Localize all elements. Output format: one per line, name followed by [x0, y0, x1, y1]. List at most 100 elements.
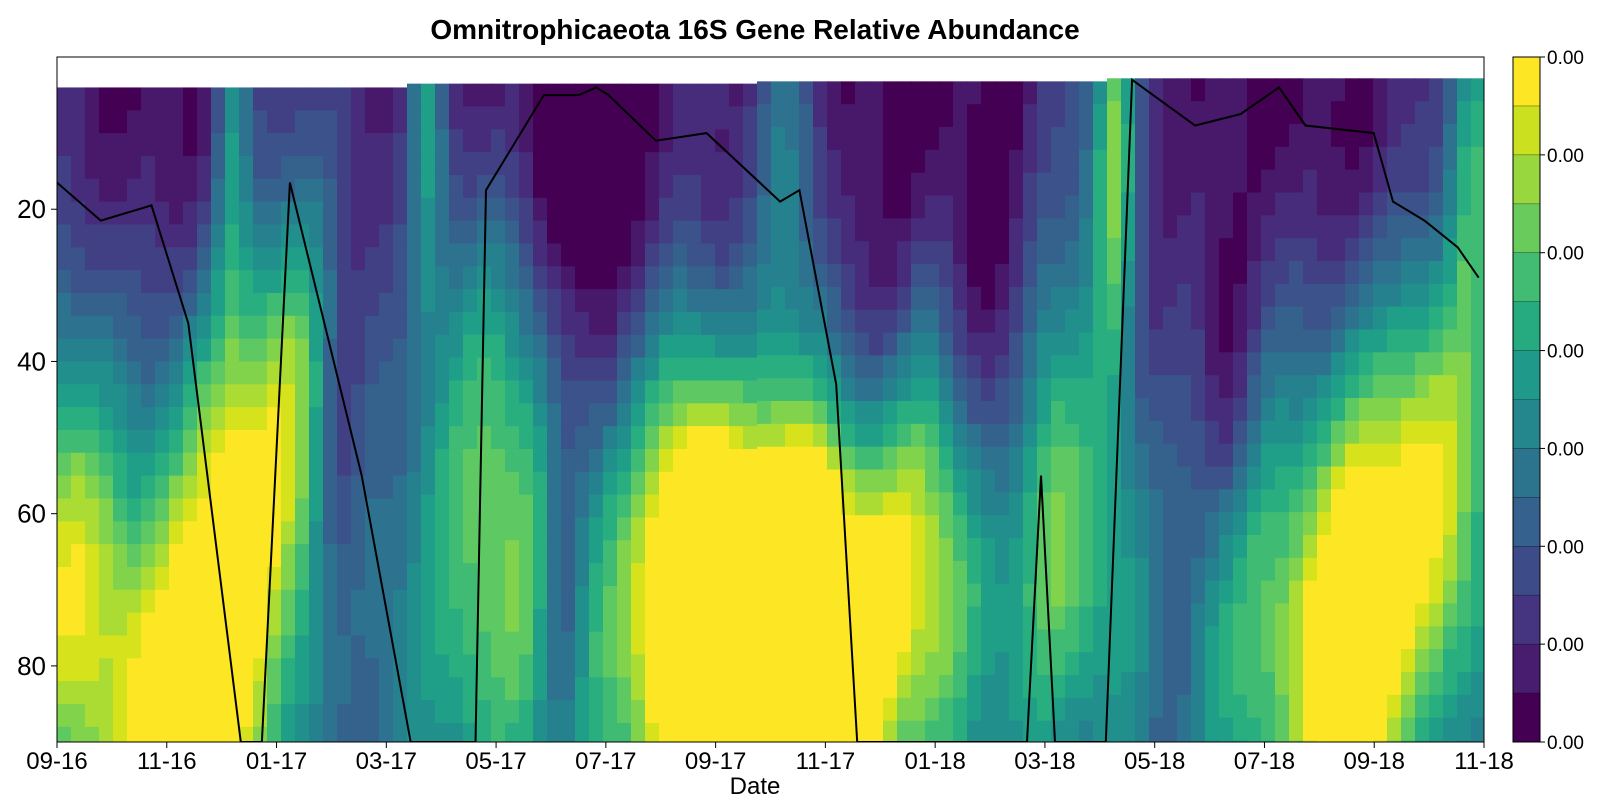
heatmap-cell	[1275, 238, 1290, 262]
heatmap-cell	[281, 247, 296, 271]
heatmap-cell	[827, 172, 842, 197]
heatmap-cell	[561, 608, 576, 633]
heatmap-cell	[197, 201, 212, 226]
heatmap-cell	[421, 357, 436, 382]
heatmap-cell	[71, 544, 86, 568]
heatmap-cell	[295, 87, 310, 111]
heatmap-cell	[911, 172, 926, 197]
heatmap-cell	[981, 149, 996, 174]
heatmap-cell	[211, 658, 226, 682]
heatmap-cell	[85, 498, 100, 522]
heatmap-cell	[1135, 580, 1150, 605]
heatmap-cell	[799, 104, 814, 128]
heatmap-cell	[925, 469, 940, 493]
heatmap-cell	[757, 697, 772, 722]
heatmap-cell	[771, 127, 786, 151]
heatmap-cell	[1359, 649, 1374, 673]
heatmap-cell	[71, 224, 86, 248]
heatmap-cell	[785, 195, 800, 219]
heatmap-field	[57, 57, 1484, 742]
colorbar-band	[1513, 203, 1540, 254]
heatmap-cell	[351, 612, 366, 637]
heatmap-cell	[701, 289, 716, 313]
heatmap-cell	[1443, 329, 1458, 353]
heatmap-cell	[1387, 192, 1402, 216]
heatmap-cell	[645, 448, 660, 473]
heatmap-cell	[85, 338, 100, 363]
heatmap-cell	[743, 700, 758, 724]
heatmap-cell	[323, 292, 338, 317]
heatmap-cell	[687, 311, 702, 336]
heatmap-cell	[1093, 149, 1108, 174]
heatmap-cell	[533, 311, 548, 336]
heatmap-cell	[1009, 423, 1024, 448]
heatmap-cell	[1121, 557, 1136, 582]
heatmap-cell	[1247, 489, 1262, 513]
heatmap-cell	[589, 540, 604, 564]
heatmap-cell	[1261, 420, 1276, 445]
colorbar-tick-label: 0.00	[1547, 342, 1584, 363]
heatmap-cell	[1247, 443, 1262, 468]
heatmap-cell	[351, 635, 366, 659]
heatmap-cell	[127, 292, 142, 317]
heatmap-cell	[1289, 740, 1304, 742]
heatmap-cell	[799, 127, 814, 151]
heatmap-cell	[1219, 694, 1234, 719]
heatmap-cell	[1359, 146, 1374, 171]
heatmap-cell	[687, 471, 702, 496]
plot-area	[56, 56, 1485, 743]
heatmap-cell	[309, 544, 324, 568]
heatmap-cell	[323, 87, 338, 111]
heatmap-cell	[617, 403, 632, 427]
heatmap-cell	[855, 378, 870, 402]
heatmap-cell	[99, 110, 114, 134]
heatmap-cell	[547, 517, 562, 541]
heatmap-cell	[1275, 466, 1290, 490]
heatmap-cell	[617, 311, 632, 336]
heatmap-cell	[491, 357, 506, 382]
heatmap-cell	[183, 521, 198, 545]
heatmap-cell	[1261, 626, 1276, 650]
heatmap-cell	[547, 722, 562, 742]
heatmap-cell	[1261, 260, 1276, 285]
heatmap-cell	[645, 403, 660, 427]
heatmap-cell	[673, 426, 688, 450]
heatmap-cell	[603, 197, 618, 222]
heatmap-cell	[519, 448, 534, 473]
heatmap-cell	[575, 677, 590, 701]
heatmap-cell	[295, 292, 310, 317]
heatmap-cell	[1051, 172, 1066, 197]
heatmap-cell	[449, 700, 464, 724]
heatmap-cell	[617, 83, 632, 108]
heatmap-cell	[337, 681, 352, 705]
heatmap-cell	[225, 498, 240, 522]
heatmap-cell	[99, 407, 114, 431]
heatmap-cell	[113, 498, 128, 522]
heatmap-cell	[1121, 649, 1136, 673]
heatmap-cell	[1261, 146, 1276, 171]
heatmap-cell	[253, 726, 268, 742]
heatmap-cell	[1023, 309, 1038, 334]
heatmap-cell	[113, 452, 128, 477]
heatmap-cell	[757, 629, 772, 653]
heatmap-cell	[1317, 146, 1332, 171]
heatmap-cell	[1457, 329, 1472, 353]
heatmap-cell	[1023, 423, 1038, 448]
heatmap-cell	[239, 703, 254, 728]
heatmap-cell	[393, 201, 408, 226]
heatmap-cell	[323, 658, 338, 682]
heatmap-cell	[253, 521, 268, 545]
heatmap-cell	[631, 448, 646, 473]
heatmap-cell	[1093, 675, 1108, 699]
heatmap-cell	[911, 309, 926, 334]
heatmap-cell	[547, 403, 562, 427]
heatmap-cell	[967, 149, 982, 174]
heatmap-cell	[477, 654, 492, 678]
heatmap-cell	[1191, 101, 1206, 125]
heatmap-cell	[827, 104, 842, 128]
heatmap-cell	[757, 583, 772, 608]
heatmap-cell	[1233, 101, 1248, 125]
heatmap-cell	[1051, 81, 1066, 105]
heatmap-cell	[967, 560, 982, 585]
heatmap-cell	[1079, 149, 1094, 174]
